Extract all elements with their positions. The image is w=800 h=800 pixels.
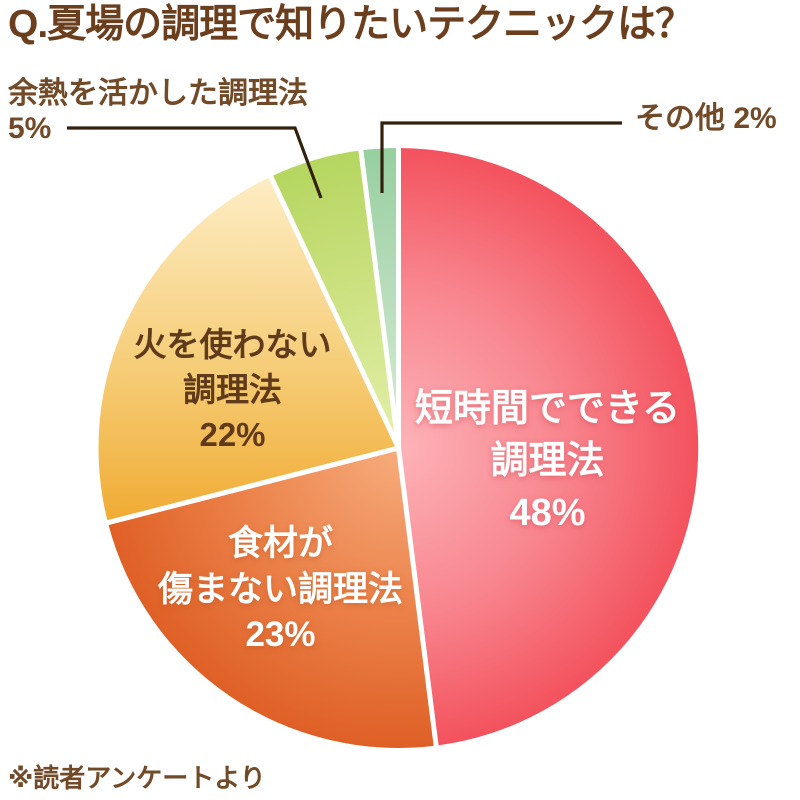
label-quick-cooking-line1: 短時間でできる xyxy=(414,388,681,430)
label-keep-fresh-line2: 傷まない調理法 xyxy=(157,569,403,609)
callout-residual-heat-pct: 5% xyxy=(8,112,52,146)
label-no-fire-pct: 22% xyxy=(199,415,266,453)
label-keep-fresh-pct: 23% xyxy=(245,615,316,654)
callout-other: その他 2% xyxy=(635,102,777,135)
pie-slice-1 xyxy=(107,448,437,748)
callout-residual-heat: 余熱を活かした調理法 5% xyxy=(8,76,308,146)
slice-separator-3 xyxy=(267,172,401,450)
pie-slice-0 xyxy=(398,148,699,746)
label-quick-cooking-pct: 48% xyxy=(509,492,586,535)
pie-slice-3 xyxy=(270,150,399,448)
slice-separator-1 xyxy=(396,447,439,749)
leader-line-residual-heat xyxy=(67,126,323,199)
source-note: ※読者アンケートより xyxy=(8,763,266,793)
label-quick-cooking-line2: 調理法 xyxy=(490,440,605,483)
slice-separator-2 xyxy=(104,445,400,526)
label-keep-fresh: 食材が 傷まない調理法 23% xyxy=(128,521,433,658)
label-no-fire: 火を使わない 調理法 22% xyxy=(100,323,365,458)
label-keep-fresh-line1: 食材が xyxy=(227,524,333,563)
chart-title: Q.夏場の調理で知りたいテクニックは？ xyxy=(8,3,694,46)
callout-residual-heat-label: 余熱を活かした調理法 xyxy=(8,77,308,110)
label-no-fire-line1: 火を使わない xyxy=(133,326,332,363)
slice-separator-4 xyxy=(358,147,401,449)
label-no-fire-line2: 調理法 xyxy=(183,370,282,408)
pie-slice-2 xyxy=(98,176,399,523)
leader-line-other xyxy=(380,121,622,193)
label-quick-cooking: 短時間でできる 調理法 48% xyxy=(400,383,695,539)
